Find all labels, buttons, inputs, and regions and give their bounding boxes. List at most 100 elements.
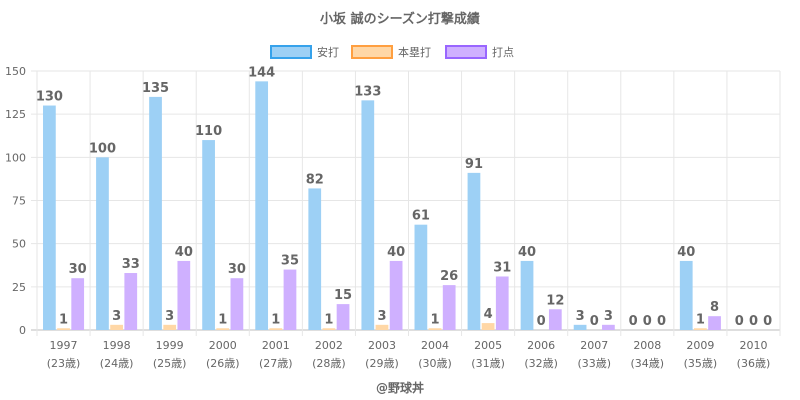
bar[interactable] (428, 328, 442, 330)
legend-label[interactable]: 本塁打 (398, 45, 431, 59)
data-label: 61 (412, 209, 430, 224)
legend-label[interactable]: 安打 (317, 45, 339, 59)
bar[interactable] (124, 273, 138, 330)
x-tick-label: 2001 (262, 339, 290, 352)
x-tick-label: 1997 (50, 339, 78, 352)
legend-swatch[interactable] (270, 45, 312, 59)
data-label: 40 (677, 245, 695, 260)
data-label: 1 (271, 312, 280, 327)
bar[interactable] (202, 140, 215, 330)
legend-label[interactable]: 打点 (492, 45, 514, 59)
bar[interactable] (216, 328, 230, 330)
bar[interactable] (361, 100, 375, 330)
bar[interactable] (269, 328, 283, 330)
bar[interactable] (520, 260, 534, 330)
y-tick-label: 0 (19, 324, 26, 337)
bar[interactable] (177, 260, 191, 330)
bar[interactable] (96, 157, 109, 330)
data-label: 30 (69, 262, 87, 277)
x-tick-sublabel: (27歳) (259, 357, 293, 370)
bar[interactable] (548, 309, 562, 330)
bar[interactable] (375, 324, 389, 330)
x-tick-label: 2008 (633, 339, 661, 352)
x-tick-label: 2003 (368, 339, 396, 352)
data-label: 3 (165, 309, 174, 324)
bar[interactable] (43, 105, 56, 331)
data-label: 133 (354, 84, 381, 99)
x-tick-sublabel: (36歳) (737, 357, 771, 370)
y-tick-label: 50 (12, 238, 26, 251)
legend-swatch[interactable] (445, 45, 487, 59)
data-label: 0 (749, 314, 758, 329)
data-label: 26 (440, 269, 458, 284)
bar[interactable] (495, 276, 509, 330)
x-tick-sublabel: (25歳) (153, 357, 187, 370)
x-tick-label: 2005 (474, 339, 502, 352)
chart-title: 小坂 誠のシーズン打撃成績 (320, 11, 480, 27)
bar[interactable] (389, 260, 403, 330)
x-tick-sublabel: (23歳) (47, 357, 81, 370)
x-tick-sublabel: (32歳) (524, 357, 558, 370)
data-label: 1 (696, 312, 705, 327)
data-label: 35 (281, 254, 299, 269)
y-tick-label: 125 (5, 108, 26, 121)
bar[interactable] (481, 323, 495, 330)
data-label: 40 (175, 245, 193, 260)
data-labels: 1301301003331353401101301441358211513334… (36, 65, 772, 329)
x-tick-label: 1999 (156, 339, 184, 352)
x-tick-label: 2007 (580, 339, 608, 352)
bar[interactable] (467, 172, 481, 330)
data-label: 30 (228, 262, 246, 277)
legend-swatch[interactable] (351, 45, 393, 59)
data-label: 0 (629, 314, 638, 329)
data-label: 1 (59, 312, 68, 327)
credit-text: @野球丼 (376, 380, 424, 395)
bar[interactable] (442, 285, 456, 330)
bar[interactable] (255, 81, 269, 330)
data-label: 144 (248, 65, 275, 80)
bar[interactable] (149, 96, 162, 331)
x-tick-sublabel: (31歳) (471, 357, 505, 370)
bar[interactable] (679, 260, 693, 330)
bar[interactable] (708, 316, 721, 330)
bar[interactable] (283, 269, 297, 330)
x-tick-label: 2006 (527, 339, 555, 352)
data-label: 4 (484, 307, 493, 322)
x-tick-label: 2000 (209, 339, 237, 352)
x-tick-sublabel: (28歳) (312, 357, 346, 370)
data-label: 0 (643, 314, 652, 329)
y-tick-label: 25 (12, 281, 26, 294)
data-label: 130 (36, 90, 63, 105)
bar[interactable] (230, 278, 244, 330)
bar[interactable] (71, 278, 85, 330)
data-label: 0 (590, 314, 599, 329)
data-label: 12 (546, 293, 564, 308)
data-label: 3 (377, 309, 386, 324)
data-label: 33 (122, 257, 140, 272)
data-label: 1 (324, 312, 333, 327)
bar[interactable] (163, 324, 177, 330)
bar[interactable] (694, 328, 707, 330)
x-tick-label: 2004 (421, 339, 449, 352)
bar[interactable] (336, 304, 350, 330)
y-tick-label: 100 (5, 151, 26, 164)
data-label: 0 (657, 314, 666, 329)
bar[interactable] (308, 188, 322, 330)
x-tick-sublabel: (26歳) (206, 357, 240, 370)
bar[interactable] (573, 324, 587, 330)
bar[interactable] (322, 328, 336, 330)
data-label: 40 (387, 245, 405, 260)
y-tick-label: 75 (12, 195, 26, 208)
data-label: 1 (218, 312, 227, 327)
bar[interactable] (414, 224, 428, 330)
bar[interactable] (110, 324, 123, 330)
data-label: 15 (334, 288, 352, 303)
bar[interactable] (57, 328, 70, 330)
data-label: 1 (431, 312, 440, 327)
x-tick-sublabel: (35歳) (684, 357, 718, 370)
x-tick-sublabel: (34歳) (631, 357, 665, 370)
bar[interactable] (602, 324, 615, 330)
data-label: 0 (537, 314, 546, 329)
